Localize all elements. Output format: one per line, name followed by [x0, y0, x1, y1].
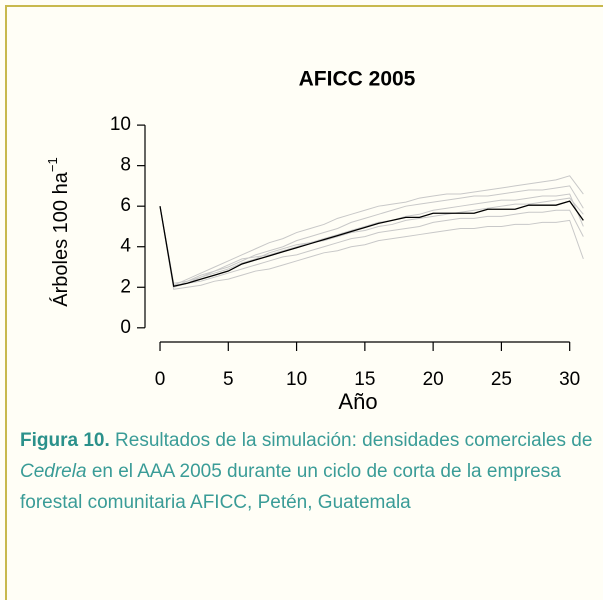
x-tick-label: 10 [286, 369, 307, 390]
y-axis-label: Árboles 100 ha−1 [45, 157, 72, 306]
chart: AFICC 2005 Año Árboles 100 ha−1 0 2 4 6 8 10 0… [45, 68, 584, 414]
x-tick-label: 30 [559, 369, 580, 390]
x-tick-label: 20 [423, 369, 444, 390]
caption-text: Resultados de la simulación: densidades … [109, 430, 593, 451]
y-tick-label: 0 [120, 317, 131, 338]
border-top [5, 5, 603, 7]
y-tick-label: 4 [120, 236, 131, 257]
x-tick-label: 15 [354, 369, 375, 390]
series-line [159, 197, 584, 284]
series-line [159, 175, 584, 286]
y-tick-label: 6 [120, 195, 131, 216]
caption-text: en el AAA 2005 durante un ciclo de corta… [20, 461, 561, 513]
caption-label: Figura 10. [20, 430, 110, 451]
series-line [159, 206, 584, 286]
border-left [5, 5, 7, 600]
x-tick-label: 5 [223, 369, 234, 390]
series-line [159, 200, 584, 288]
y-axis-label-main: Árboles 100 ha [49, 171, 72, 306]
y-tick-label: 10 [110, 114, 131, 135]
caption: Figura 10. Resultados de la simulación: … [20, 425, 595, 518]
series-line [159, 206, 584, 290]
chart-title: AFICC 2005 [299, 68, 416, 91]
y-tick-label: 8 [120, 155, 131, 176]
series-line [159, 193, 584, 288]
y-tick-label: 2 [120, 276, 131, 297]
y-axis-label-sup: −1 [45, 157, 60, 172]
x-tick-label: 0 [155, 369, 166, 390]
caption-italic: Cedrela [20, 461, 87, 482]
series-line [159, 185, 584, 288]
x-axis-label: Año [338, 389, 377, 414]
x-tick-label: 25 [491, 369, 512, 390]
